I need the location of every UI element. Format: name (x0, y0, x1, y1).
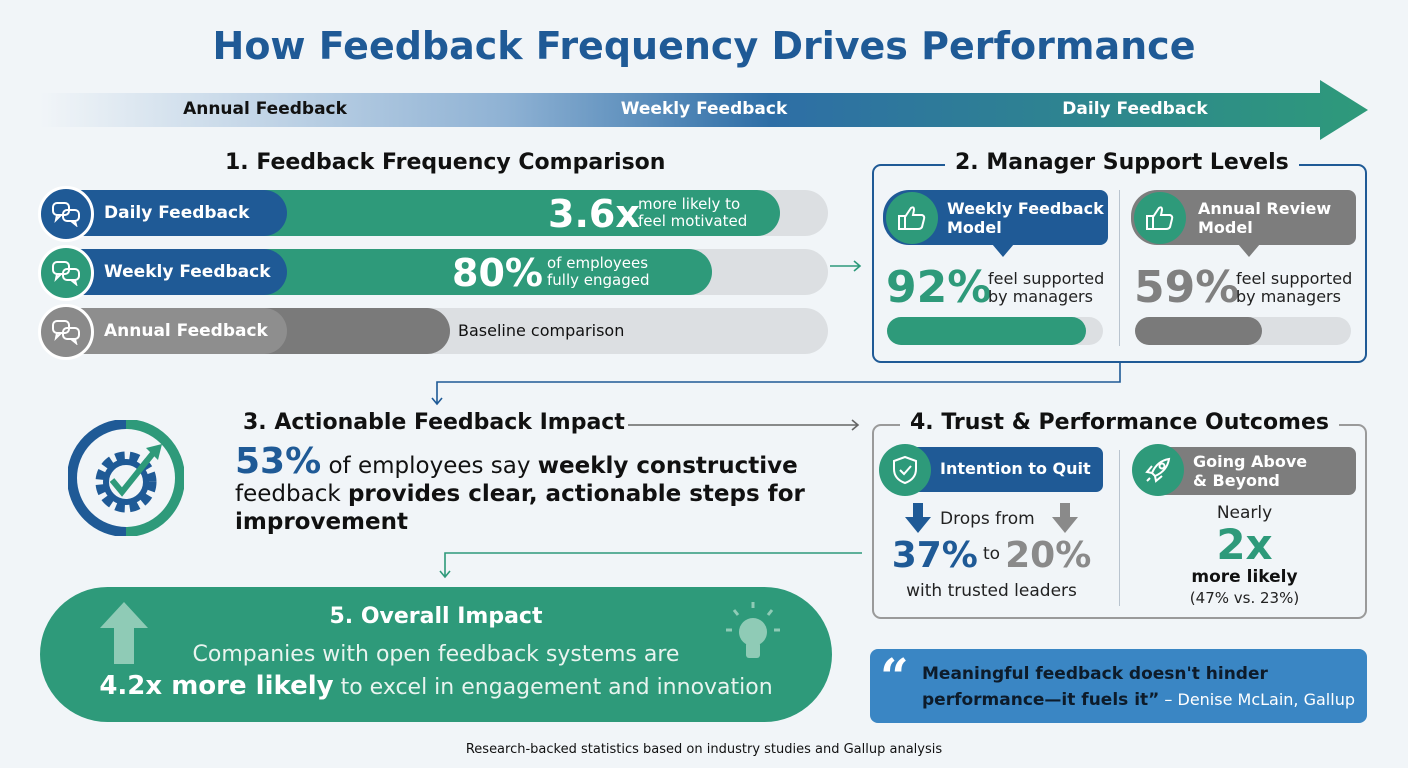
connector-arrow-icon (830, 260, 862, 272)
divider (1119, 450, 1120, 606)
quote-mark-icon: “ (880, 647, 909, 706)
text: weekly constructive (537, 453, 798, 479)
card-title-1: Weekly Feedback (947, 199, 1104, 218)
card-title-2: Model (947, 218, 1002, 237)
stat-text-2: feel motivated (638, 212, 748, 230)
text: Going Above (1193, 452, 1308, 471)
section1-heading: 1. Feedback Frequency Comparison (225, 150, 666, 175)
timeline-label-daily: Daily Feedback (1062, 99, 1208, 119)
gear-check-icon (68, 420, 184, 536)
pointer (1238, 244, 1260, 257)
progress-fill (1135, 317, 1263, 345)
quit-from: 37% (891, 535, 978, 576)
section3-stat: 53% (235, 441, 322, 482)
stat-value: 80% (452, 251, 543, 295)
section3-text: 53% of employees say weekly constructive… (235, 444, 815, 536)
down-arrow-icon (1052, 503, 1078, 533)
section4-heading: 4. Trust & Performance Outcomes (900, 410, 1339, 435)
connector-arrow-icon (439, 552, 862, 579)
stat-value: 3.6x (548, 192, 640, 236)
drops-text: Drops from (940, 509, 1035, 529)
support-text-1: feel supported (988, 269, 1105, 288)
chat-bubbles-icon (38, 304, 94, 360)
more-likely: more likely (1191, 567, 1298, 587)
thumbs-up-icon (1134, 192, 1186, 244)
chat-bubbles-icon (38, 245, 94, 301)
stat-text-1: of employees (547, 254, 649, 272)
shield-check-icon (879, 444, 931, 496)
page-title: How Feedback Frequency Drives Performanc… (212, 24, 1196, 68)
chat-bubbles-icon (38, 186, 94, 242)
thumbs-up-icon (886, 192, 938, 244)
section5-heading: 5. Overall Impact (329, 604, 543, 629)
weekly-support-value: 92% (886, 262, 992, 313)
section5-line2: 4.2x more likely to excel in engagement … (40, 671, 832, 701)
footer-note: Research-backed statistics based on indu… (465, 742, 943, 757)
support-text-1: feel supported (1236, 269, 1353, 288)
text: feedback (235, 481, 348, 507)
pointer (992, 244, 1014, 257)
section5-line1: Companies with open feedback systems are (192, 642, 680, 667)
text: to (982, 544, 1001, 564)
support-text-2: by managers (1236, 287, 1341, 306)
lightbulb-icon (726, 602, 780, 658)
baseline-note: Baseline comparison (458, 321, 625, 340)
quit-stat: 37% to 20% (880, 535, 1103, 576)
stat-text-2: fully engaged (547, 271, 650, 289)
text: to excel in engagement and innovation (333, 675, 773, 700)
row-annual: Annual Feedback Baseline comparison (38, 304, 828, 360)
quit-to: 20% (1005, 535, 1092, 576)
quit-caption: with trusted leaders (906, 581, 1077, 601)
beyond-stat: 2x (1216, 520, 1273, 569)
nearly-text: Nearly (1216, 503, 1273, 523)
annual-support-bar (1135, 317, 1351, 345)
quote-box: “ Meaningful feedback doesn't hinder per… (870, 647, 1367, 723)
support-text-2: by managers (988, 287, 1093, 306)
text: performance—it fuels it” (922, 690, 1160, 710)
text: Meaningful feedback doesn't hinder (922, 664, 1268, 684)
section3-heading: 3. Actionable Feedback Impact (243, 410, 625, 435)
weekly-support-bar (887, 317, 1103, 345)
text: & Beyond (1193, 471, 1280, 490)
row-label: Daily Feedback (60, 190, 287, 236)
text: provides clear, actionable steps for imp… (235, 481, 805, 535)
down-arrow-icon (905, 503, 931, 533)
card-title-2: Model (1198, 218, 1253, 237)
row-label: Weekly Feedback (60, 249, 287, 295)
text: of employees say (321, 453, 538, 479)
progress-fill (887, 317, 1086, 345)
quote-text: Meaningful feedback doesn't hinder perfo… (922, 662, 1355, 713)
row-weekly: Weekly Feedback 80% of employees fully e… (38, 245, 828, 301)
connector-arrow-icon (431, 362, 1121, 406)
card-title-1: Annual Review (1198, 199, 1332, 218)
timeline-label-annual: Annual Feedback (183, 99, 347, 119)
annual-support-value: 59% (1134, 262, 1240, 313)
beyond-detail: (47% vs. 23%) (1189, 589, 1300, 607)
section5-bold: 4.2x more likely (99, 671, 334, 701)
divider (1119, 190, 1120, 346)
timeline-arrow (40, 80, 1368, 140)
rocket-icon (1132, 444, 1184, 496)
up-arrow-icon (100, 602, 148, 664)
row-label: Annual Feedback (60, 308, 287, 354)
section2-heading: 2. Manager Support Levels (945, 150, 1299, 175)
row-daily: Daily Feedback 3.6x more likely to feel … (38, 186, 828, 242)
timeline-label-weekly: Weekly Feedback (620, 99, 788, 119)
connector-arrow-icon (628, 419, 860, 431)
section5-panel (40, 587, 832, 722)
stat-text-1: more likely to (638, 195, 741, 213)
quote-attribution: – Denise McLain, Gallup (1159, 690, 1355, 709)
